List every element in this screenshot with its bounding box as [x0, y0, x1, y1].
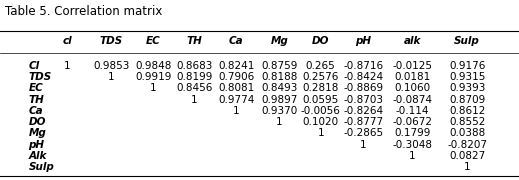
Text: TH: TH — [29, 95, 44, 105]
Text: 0.9370: 0.9370 — [261, 106, 297, 116]
Text: EC: EC — [29, 83, 43, 93]
Text: 1: 1 — [192, 95, 198, 105]
Text: 0.8081: 0.8081 — [218, 83, 254, 93]
Text: 0.2576: 0.2576 — [303, 72, 339, 82]
Text: Sulp: Sulp — [29, 162, 54, 172]
Text: -0.8777: -0.8777 — [343, 117, 384, 127]
Text: 0.9848: 0.9848 — [135, 61, 171, 71]
Text: 0.8612: 0.8612 — [449, 106, 485, 116]
Text: 0.9774: 0.9774 — [218, 95, 254, 105]
Text: Table 5. Correlation matrix: Table 5. Correlation matrix — [5, 5, 162, 18]
Text: 0.0181: 0.0181 — [394, 72, 431, 82]
Text: 0.8759: 0.8759 — [261, 61, 297, 71]
Text: cl: cl — [63, 36, 72, 46]
Text: 0.7906: 0.7906 — [218, 72, 254, 82]
Text: 0.1060: 0.1060 — [394, 83, 431, 93]
Text: -0.114: -0.114 — [396, 106, 429, 116]
Text: 0.8241: 0.8241 — [218, 61, 254, 71]
Text: 0.8493: 0.8493 — [261, 83, 297, 93]
Text: -0.8207: -0.8207 — [447, 140, 487, 150]
Text: TDS: TDS — [100, 36, 123, 46]
Text: 1: 1 — [150, 83, 156, 93]
Text: -0.0125: -0.0125 — [392, 61, 433, 71]
Text: 1: 1 — [233, 106, 239, 116]
Text: 0.9919: 0.9919 — [135, 72, 171, 82]
Text: 1: 1 — [64, 61, 71, 71]
Text: 0.9853: 0.9853 — [93, 61, 130, 71]
Text: 1: 1 — [276, 117, 282, 127]
Text: 0.9176: 0.9176 — [449, 61, 485, 71]
Text: 0.9315: 0.9315 — [449, 72, 485, 82]
Text: Sulp: Sulp — [454, 36, 480, 46]
Text: 1: 1 — [360, 140, 366, 150]
Text: TDS: TDS — [29, 72, 52, 82]
Text: Ca: Ca — [229, 36, 243, 46]
Text: 1: 1 — [409, 151, 416, 161]
Text: -0.0672: -0.0672 — [392, 117, 433, 127]
Text: alk: alk — [404, 36, 421, 46]
Text: 0.8709: 0.8709 — [449, 95, 485, 105]
Text: 0.8199: 0.8199 — [176, 72, 213, 82]
Text: DO: DO — [312, 36, 330, 46]
Text: DO: DO — [29, 117, 46, 127]
Text: 0.2818: 0.2818 — [303, 83, 339, 93]
Text: Mg: Mg — [29, 129, 46, 138]
Text: -0.8264: -0.8264 — [343, 106, 384, 116]
Text: 0.8552: 0.8552 — [449, 117, 485, 127]
Text: -0.8703: -0.8703 — [343, 95, 384, 105]
Text: TH: TH — [187, 36, 202, 46]
Text: 0.1799: 0.1799 — [394, 129, 431, 138]
Text: -0.0056: -0.0056 — [301, 106, 340, 116]
Text: Alk: Alk — [29, 151, 47, 161]
Text: 0.0827: 0.0827 — [449, 151, 485, 161]
Text: 0.0595: 0.0595 — [303, 95, 339, 105]
Text: pH: pH — [29, 140, 45, 150]
Text: Mg: Mg — [270, 36, 288, 46]
Text: 0.8188: 0.8188 — [261, 72, 297, 82]
Text: -0.3048: -0.3048 — [392, 140, 433, 150]
Text: Ca: Ca — [29, 106, 43, 116]
Text: -0.8716: -0.8716 — [343, 61, 384, 71]
Text: 0.8683: 0.8683 — [176, 61, 213, 71]
Text: 0.9393: 0.9393 — [449, 83, 485, 93]
Text: -0.8869: -0.8869 — [343, 83, 384, 93]
Text: 0.265: 0.265 — [306, 61, 336, 71]
Text: 0.0388: 0.0388 — [449, 129, 485, 138]
Text: 1: 1 — [464, 162, 470, 172]
Text: -0.2865: -0.2865 — [343, 129, 384, 138]
Text: 1: 1 — [318, 129, 324, 138]
Text: 1: 1 — [108, 72, 115, 82]
Text: -0.0874: -0.0874 — [392, 95, 433, 105]
Text: 0.8456: 0.8456 — [176, 83, 213, 93]
Text: -0.8424: -0.8424 — [343, 72, 384, 82]
Text: pH: pH — [356, 36, 371, 46]
Text: 0.9897: 0.9897 — [261, 95, 297, 105]
Text: 0.1020: 0.1020 — [303, 117, 339, 127]
Text: EC: EC — [146, 36, 160, 46]
Text: Cl: Cl — [29, 61, 39, 71]
